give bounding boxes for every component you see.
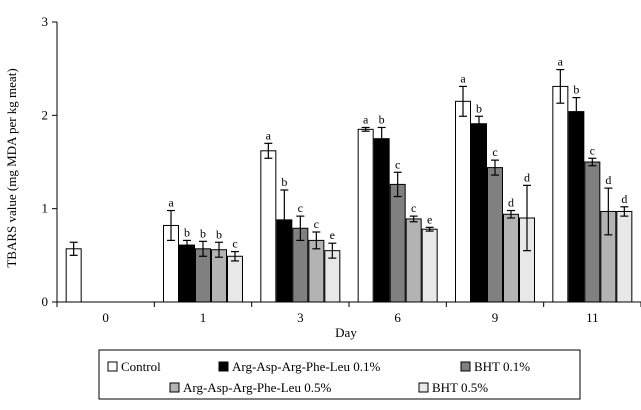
legend-swatch-arg-05	[170, 383, 179, 392]
bar	[390, 184, 405, 302]
bar	[422, 229, 437, 302]
y-tick-label: 2	[42, 107, 49, 122]
bar	[228, 256, 243, 302]
x-tick-label: 11	[586, 310, 599, 325]
x-tick-label: 0	[102, 310, 109, 325]
significance-label: e	[427, 212, 432, 226]
legend-label-arg-05: Arg-Asp-Arg-Phe-Leu 0.5%	[183, 380, 331, 395]
y-axis-title: TBARS value (mg MDA per kg meat)	[4, 68, 19, 267]
significance-label: c	[314, 217, 319, 231]
legend-swatch-control	[108, 362, 117, 371]
x-tick-label: 9	[492, 310, 499, 325]
significance-label: d	[621, 192, 627, 206]
significance-label: b	[281, 175, 287, 189]
bar	[309, 240, 324, 302]
significance-label: d	[605, 173, 611, 187]
bar	[180, 245, 195, 302]
x-tick-label: 6	[394, 310, 401, 325]
bar	[504, 214, 519, 302]
y-tick-label: 3	[42, 14, 49, 29]
significance-label: c	[232, 237, 237, 251]
significance-label: d	[508, 196, 514, 210]
significance-label: a	[558, 55, 564, 69]
significance-label: c	[492, 145, 497, 159]
x-axis-title: Day	[335, 325, 357, 340]
significance-label: c	[590, 143, 595, 157]
bar	[585, 162, 600, 302]
bar	[472, 124, 487, 302]
significance-label: b	[184, 225, 190, 239]
bar	[456, 101, 471, 302]
legend: Control Arg-Asp-Arg-Phe-Leu 0.1% BHT 0.1…	[99, 350, 580, 399]
y-tick-label: 0	[42, 294, 49, 309]
legend-label-bht-01: BHT 0.1%	[474, 359, 530, 374]
legend-swatch-arg-01	[219, 362, 228, 371]
x-tick-label: 3	[297, 310, 304, 325]
bar	[553, 86, 568, 302]
significance-label: b	[216, 227, 222, 241]
significance-label: c	[298, 201, 303, 215]
significance-label: b	[379, 112, 385, 126]
significance-label: d	[524, 170, 530, 184]
y-tick-label: 1	[42, 201, 49, 216]
legend-label-arg-01: Arg-Asp-Arg-Phe-Leu 0.1%	[232, 359, 380, 374]
significance-label: b	[573, 83, 579, 97]
significance-label: a	[363, 112, 369, 126]
bar	[488, 168, 503, 302]
axes: 0 1 2 3 0 1 3 6 9 11	[42, 14, 641, 325]
significance-label: b	[476, 101, 482, 115]
significance-label: a	[460, 71, 466, 85]
significance-label: c	[411, 201, 416, 215]
significance-label: e	[330, 228, 335, 242]
significance-label: c	[395, 157, 400, 171]
legend-swatch-bht-01	[461, 362, 470, 371]
legend-label-control: Control	[121, 359, 161, 374]
x-tick-label: 1	[200, 310, 207, 325]
significance-label: b	[200, 226, 206, 240]
significance-label: a	[168, 196, 174, 210]
significance-label: a	[266, 128, 272, 142]
bar	[617, 211, 632, 302]
legend-label-bht-05: BHT 0.5%	[432, 380, 488, 395]
bar	[374, 139, 389, 302]
bar	[569, 112, 584, 302]
bar	[261, 151, 276, 302]
legend-swatch-bht-05	[419, 383, 428, 392]
bar	[66, 249, 81, 302]
bar	[406, 219, 421, 302]
bar	[358, 129, 373, 302]
